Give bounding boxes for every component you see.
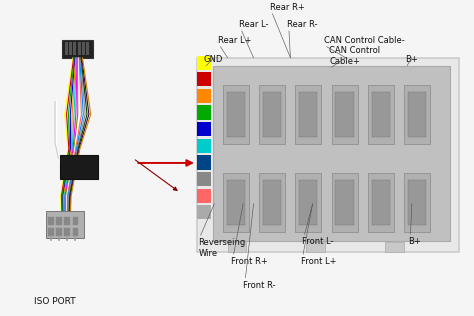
Bar (197, 172, 211, 186)
Bar (82, 42, 85, 55)
Bar (368, 85, 394, 144)
Bar (48, 217, 54, 225)
Bar (64, 228, 70, 236)
Text: Reverseing
Wire: Reverseing Wire (198, 238, 246, 258)
Bar (404, 85, 430, 144)
Bar (197, 139, 211, 153)
Bar (65, 42, 68, 55)
Text: B+: B+ (408, 237, 421, 246)
Bar (64, 217, 70, 225)
Bar (197, 58, 459, 252)
Bar (408, 180, 426, 225)
Bar (306, 242, 325, 252)
Bar (197, 122, 211, 136)
Bar (197, 205, 211, 220)
Text: CAN Control Cable-: CAN Control Cable- (324, 36, 405, 45)
Bar (56, 217, 62, 225)
Bar (259, 173, 285, 232)
Text: Rear R+: Rear R+ (270, 3, 305, 12)
Bar (259, 85, 285, 144)
Bar (227, 180, 245, 225)
Bar (213, 66, 450, 241)
Bar (78, 42, 81, 55)
Text: Rear L+: Rear L+ (218, 36, 252, 45)
Bar (263, 180, 281, 225)
Text: Rear L-: Rear L- (239, 21, 269, 29)
Bar (223, 85, 249, 144)
Bar (295, 85, 321, 144)
Bar (295, 173, 321, 232)
Bar (197, 72, 211, 86)
Bar (263, 92, 281, 137)
Bar (73, 228, 78, 236)
Bar (86, 42, 89, 55)
Bar (62, 40, 93, 58)
Bar (197, 189, 211, 203)
Bar (372, 92, 390, 137)
Bar (223, 173, 249, 232)
Bar (69, 42, 72, 55)
Text: Front L+: Front L+ (301, 257, 336, 266)
Text: B+: B+ (405, 55, 418, 64)
Bar (73, 217, 78, 225)
Bar (404, 173, 430, 232)
Bar (56, 228, 62, 236)
Bar (197, 56, 211, 70)
Bar (336, 180, 354, 225)
Text: Front R-: Front R- (243, 281, 276, 290)
Bar (46, 211, 84, 238)
Text: CAN Control
Cable+: CAN Control Cable+ (329, 46, 380, 66)
Text: Rear R-: Rear R- (287, 21, 317, 29)
Bar (228, 242, 246, 252)
Bar (372, 180, 390, 225)
Bar (408, 92, 426, 137)
Bar (197, 155, 211, 170)
Text: GND: GND (204, 55, 223, 64)
Bar (60, 155, 98, 179)
Bar (299, 92, 318, 137)
Bar (299, 180, 318, 225)
Text: ISO PORT: ISO PORT (34, 297, 76, 306)
Text: Front R+: Front R+ (231, 257, 268, 266)
Bar (227, 92, 245, 137)
Bar (331, 85, 357, 144)
Bar (368, 173, 394, 232)
Bar (73, 42, 76, 55)
Bar (48, 228, 54, 236)
Text: Front L-: Front L- (302, 237, 334, 246)
Bar (197, 106, 211, 119)
Bar (331, 173, 357, 232)
Bar (197, 89, 211, 103)
Bar (336, 92, 354, 137)
Bar (385, 242, 404, 252)
